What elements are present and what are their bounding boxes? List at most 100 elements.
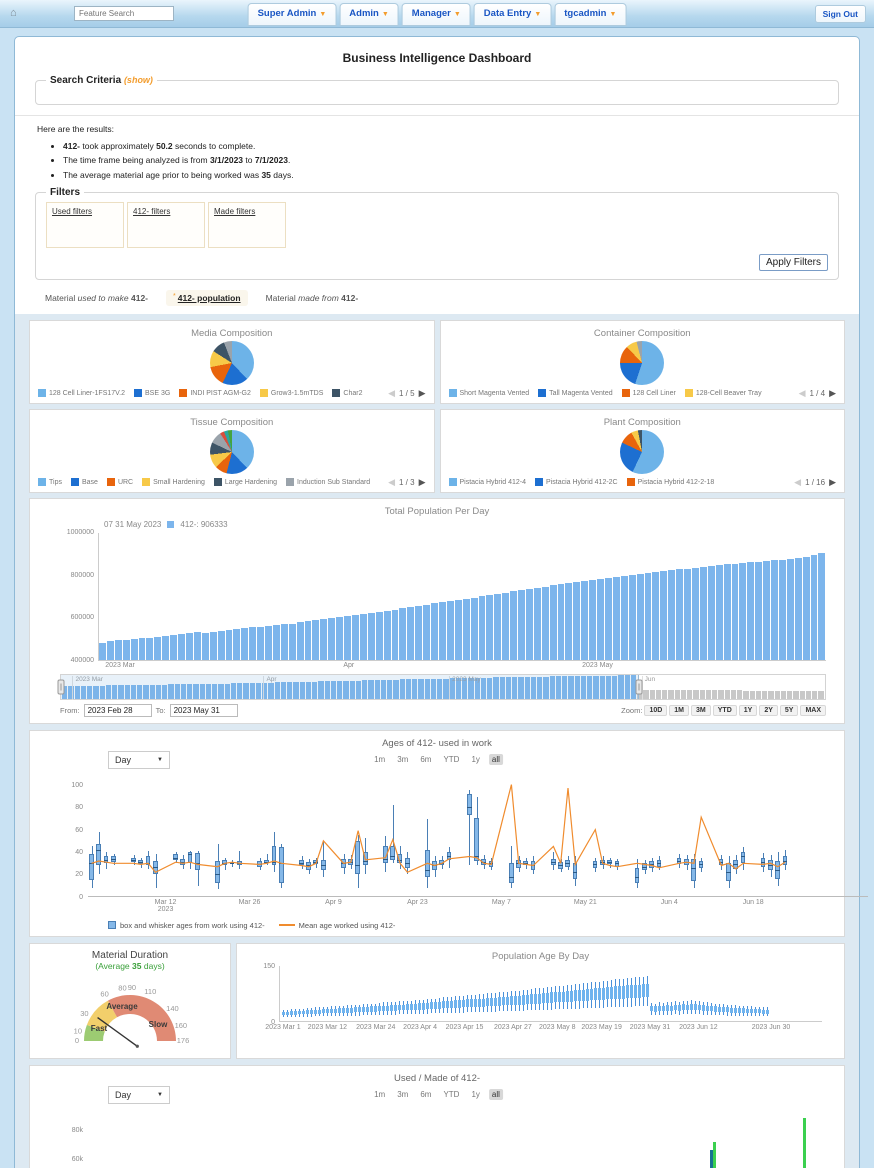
zoom-button-10d[interactable]: 10D [644, 704, 668, 716]
range-button-3m[interactable]: 3m [397, 754, 409, 764]
box [278, 847, 284, 884]
menu-data-entry[interactable]: Data Entry ▼ [473, 3, 552, 26]
range-button-6m[interactable]: 6m [420, 754, 432, 764]
material-tab[interactable]: Material made from 412- [265, 292, 359, 303]
range-button-ytd[interactable]: YTD [443, 1089, 460, 1099]
legend-item[interactable]: Pistacia Hybrid 412-2-18 [626, 478, 714, 487]
legend-item[interactable]: Pistacia Hybrid 412-4 [448, 478, 526, 487]
box-median [390, 856, 395, 858]
box-median [691, 867, 697, 869]
box-whisker [239, 850, 241, 869]
apply-filters-button[interactable]: Apply Filters [758, 253, 828, 271]
legend-item[interactable]: Mean age worked using 412- [278, 921, 395, 930]
zoom-button-1m[interactable]: 1M [669, 704, 690, 716]
to-date-input[interactable] [169, 703, 238, 717]
filter-tab[interactable]: 412- filters [127, 201, 205, 248]
zoom-button-1y[interactable]: 1Y [738, 704, 758, 716]
pie-chart[interactable] [620, 340, 665, 385]
legend-item[interactable]: Char2 [332, 389, 362, 398]
menu-admin[interactable]: Admin ▼ [339, 3, 399, 26]
pager-prev-icon[interactable]: ◀ [388, 387, 395, 398]
pie-chart[interactable] [620, 429, 665, 474]
chart-title: Total Population Per Day [384, 505, 490, 517]
legend-item[interactable]: 128 Cell Liner-1FS17V.2 [38, 389, 125, 398]
range-button-1m[interactable]: 1m [374, 754, 386, 764]
pager-next-icon[interactable]: ▶ [829, 476, 836, 487]
pie-chart[interactable] [209, 340, 254, 385]
pager-next-icon[interactable]: ▶ [829, 387, 836, 398]
box [355, 840, 361, 875]
navigator-selection[interactable] [61, 674, 639, 699]
material-tab[interactable]: * 412- population [166, 289, 248, 306]
range-button-1y[interactable]: 1y [471, 1089, 480, 1099]
menu-manager[interactable]: Manager ▼ [401, 3, 471, 26]
menu-super-admin[interactable]: Super Admin ▼ [247, 3, 337, 26]
population-bar [723, 564, 731, 660]
navigator-bar [399, 679, 405, 699]
home-icon[interactable]: ⌂ [10, 7, 17, 19]
legend-item[interactable]: BSE 3G [134, 389, 170, 398]
legend-item[interactable]: Base [70, 478, 98, 487]
show-toggle-link[interactable]: (show) [123, 75, 153, 85]
zoom-button-max[interactable]: MAX [800, 704, 826, 716]
legend-item[interactable]: Tall Magenta Vented [538, 389, 613, 398]
svg-text:60: 60 [100, 989, 108, 998]
population-bar [525, 589, 533, 660]
population-bar [178, 634, 185, 660]
interval-select[interactable]: Day ▼ [108, 750, 170, 769]
feature-search-input[interactable] [74, 6, 174, 21]
navigator-right-handle[interactable] [635, 679, 643, 695]
pager-prev-icon[interactable]: ◀ [794, 476, 802, 487]
from-date-input[interactable] [83, 703, 152, 717]
legend-item[interactable]: 128-Cell Beaver Tray [684, 389, 762, 398]
legend-item[interactable]: INDI PIST AGM-G2 [179, 389, 251, 398]
age-candle [654, 965, 657, 1021]
legend-item[interactable]: 128 Cell Liner [621, 389, 676, 398]
range-navigator[interactable]: 2023 Mar Apr 2023 May Jun [57, 673, 826, 700]
navigator-bar [580, 676, 586, 699]
legend-item[interactable]: Induction Sub Standard [286, 478, 370, 487]
range-button-6m[interactable]: 6m [420, 1089, 432, 1099]
pager-prev-icon[interactable]: ◀ [388, 476, 395, 487]
box [397, 854, 403, 864]
zoom-button-5y[interactable]: 5Y [779, 704, 799, 716]
legend-item[interactable]: Short Magenta Vented [448, 389, 529, 398]
legend-item[interactable]: Tips [38, 478, 62, 487]
zoom-button-ytd[interactable]: YTD [712, 704, 737, 716]
range-button-3m[interactable]: 3m [397, 1089, 409, 1099]
pager-prev-icon[interactable]: ◀ [798, 387, 806, 398]
pager-text: 1 / 3 [399, 477, 415, 487]
sign-out-button[interactable]: Sign Out [814, 5, 866, 23]
legend-item[interactable]: Pistacia Hybrid 412-2C [535, 478, 618, 487]
pie-grid: Media Composition 128 Cell Liner-1FS17V.… [29, 319, 845, 493]
zoom-button-3m[interactable]: 3M [691, 704, 711, 716]
pager-next-icon[interactable]: ▶ [418, 476, 426, 487]
range-button-all[interactable]: all [488, 753, 503, 765]
legend-item[interactable]: Large Hardening [213, 478, 277, 487]
filter-tab[interactable]: Used filters [46, 201, 124, 248]
population-bar [636, 574, 644, 660]
legend-item[interactable]: box and whisker ages from work using 412… [108, 921, 265, 930]
population-bar [763, 561, 771, 660]
navigator-left-handle[interactable] [57, 679, 65, 695]
age-candle [626, 965, 629, 1021]
zoom-button-2y[interactable]: 2Y [759, 704, 778, 716]
age-candle [734, 965, 737, 1021]
population-bar [233, 629, 241, 660]
range-button-1m[interactable]: 1m [374, 1089, 386, 1099]
pie-chart[interactable] [209, 429, 254, 474]
menu-tgcadmin[interactable]: tgcadmin ▼ [554, 3, 627, 26]
range-button-1y[interactable]: 1y [471, 754, 480, 764]
filter-tab[interactable]: Made filters [208, 201, 286, 248]
age-candle [746, 965, 749, 1021]
population-bar [312, 620, 320, 660]
range-button-ytd[interactable]: YTD [443, 754, 460, 764]
material-tab[interactable]: Material used to make 412- [45, 292, 149, 303]
navigator-bar [68, 686, 74, 699]
legend-item[interactable]: Grow3-1.5mTDS [259, 389, 323, 398]
legend-item[interactable]: Small Hardening [142, 478, 205, 487]
interval-select[interactable]: Day ▼ [108, 1085, 170, 1104]
range-button-all[interactable]: all [488, 1088, 503, 1100]
legend-item[interactable]: URC [106, 478, 133, 487]
pager-next-icon[interactable]: ▶ [418, 387, 426, 398]
